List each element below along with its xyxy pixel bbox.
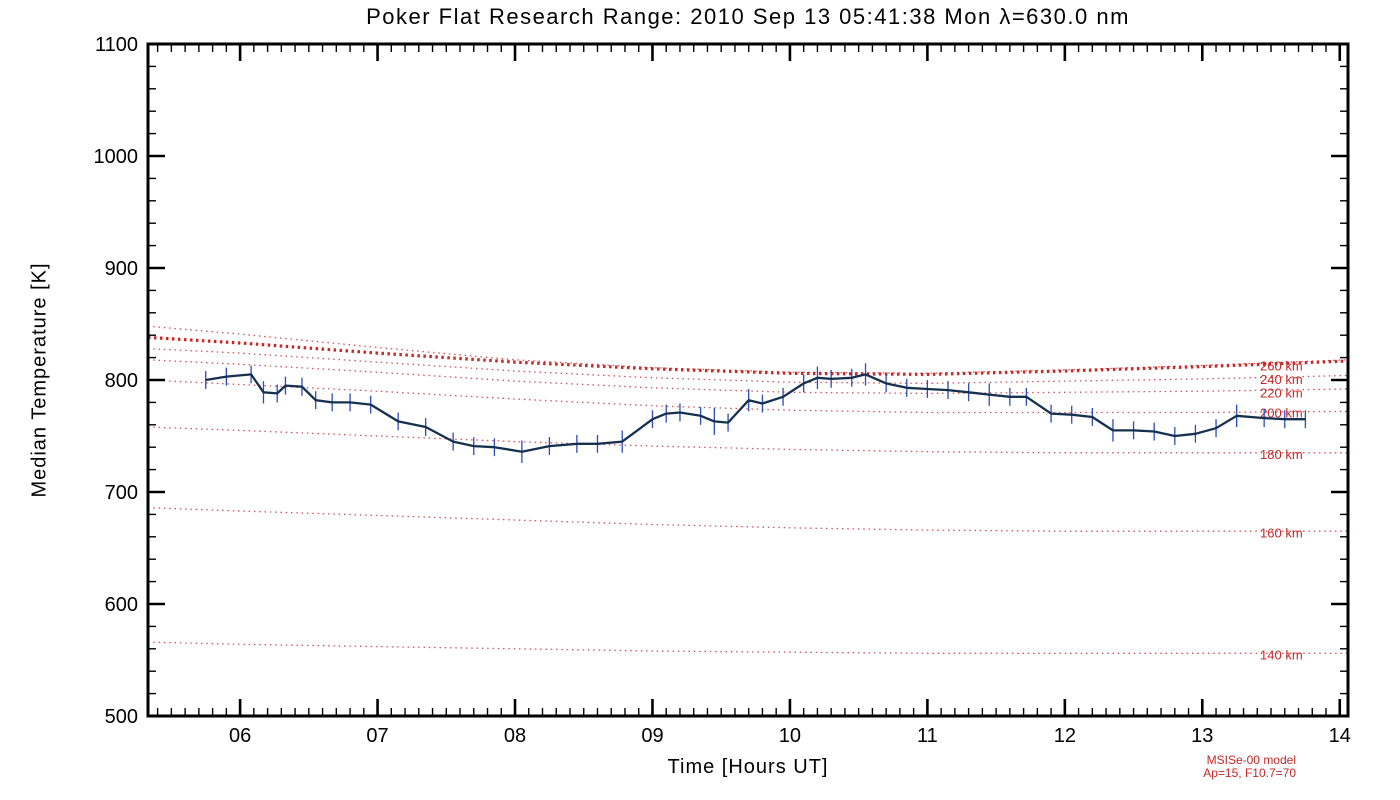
x-tick-label: 12 <box>1054 725 1076 747</box>
model-line-180-km <box>147 426 1348 454</box>
x-tick-label: 10 <box>779 725 801 747</box>
x-tick-label: 06 <box>229 725 251 747</box>
plot-frame <box>146 42 1350 718</box>
altitude-label-260-km: 260 km <box>1260 359 1303 374</box>
model-credits: MSISe-00 model Ap=15, F10.7=70 <box>1203 754 1296 780</box>
altitude-label-240-km: 240 km <box>1260 372 1303 387</box>
x-tick-label: 08 <box>504 725 526 747</box>
y-tick-label: 600 <box>105 594 138 616</box>
y-tick-label: 1000 <box>94 146 139 168</box>
credit-model-params: Ap=15, F10.7=70 <box>1203 766 1296 780</box>
x-tick-label: 11 <box>917 725 938 747</box>
altitude-label-220-km: 220 km <box>1260 385 1303 400</box>
credit-model-name: MSISe-00 model <box>1206 753 1296 767</box>
x-tick-label: 07 <box>366 725 388 747</box>
y-tick-label: 500 <box>105 706 138 728</box>
x-axis-label: Time [Hours UT] <box>667 756 829 778</box>
axis-ticks <box>148 42 1348 718</box>
y-tick-label: 700 <box>105 482 138 504</box>
altitude-label-160-km: 160 km <box>1260 525 1303 540</box>
altitude-label-200-km: 200 km <box>1260 406 1303 421</box>
error-bars <box>205 363 1307 463</box>
altitude-label-140-km: 140 km <box>1260 648 1303 663</box>
model-line-220-km <box>147 359 1349 395</box>
y-tick-label: 1100 <box>95 34 138 56</box>
model-line-200-km <box>147 379 1349 414</box>
model-line-140-km <box>147 641 1348 654</box>
x-tick-label: 13 <box>1191 725 1213 747</box>
x-tick-label: 14 <box>1329 725 1351 747</box>
altitude-label-180-km: 180 km <box>1260 447 1303 462</box>
measured-temperature-line <box>205 373 1306 453</box>
chart-title: Poker Flat Research Range: 2010 Sep 13 0… <box>366 4 1130 29</box>
y-tick-label: 900 <box>105 258 138 280</box>
x-tick-label: 09 <box>641 725 663 747</box>
y-tick-label: 800 <box>105 370 138 392</box>
model-line-160-km <box>147 507 1348 532</box>
model-line-240-km <box>147 347 1349 385</box>
